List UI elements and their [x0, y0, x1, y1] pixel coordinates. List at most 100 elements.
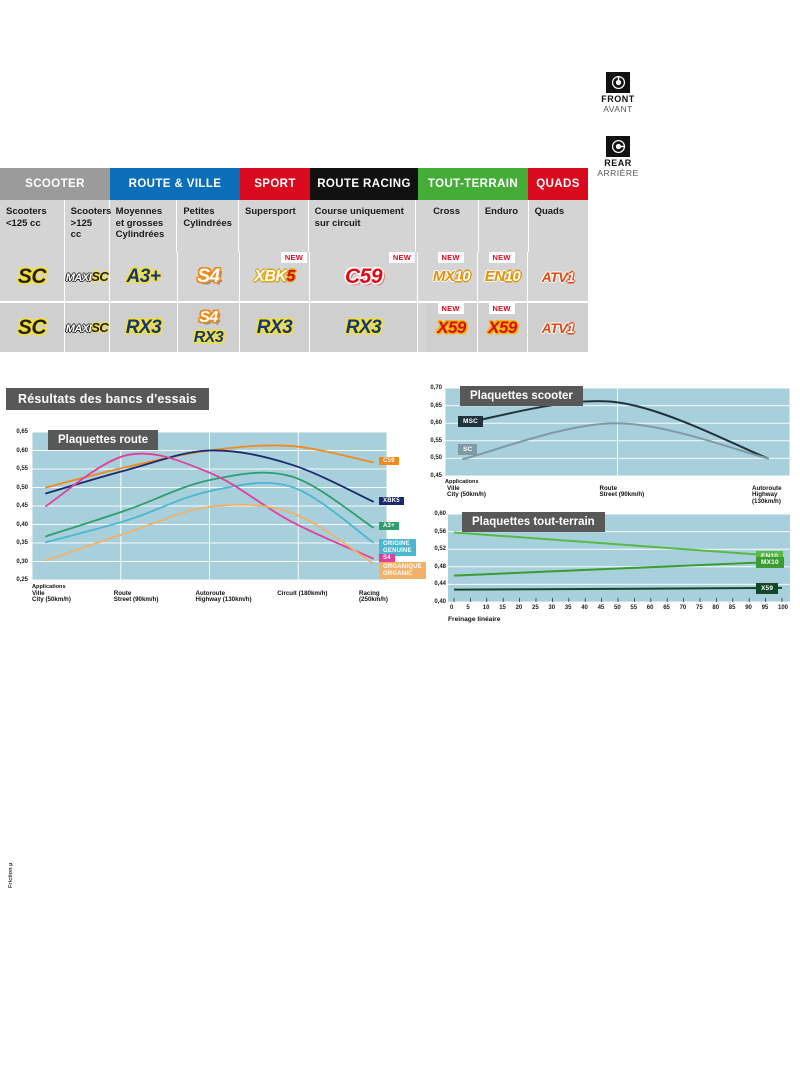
tt-xtick: 50 [614, 605, 621, 611]
tt-ytick: 0,52 [434, 546, 446, 553]
tt-xtick: 65 [663, 605, 670, 611]
route-xtick: Autoroute Highway (130km/h) [195, 590, 252, 604]
new-badge-mx10: NEW [437, 252, 464, 263]
subheader-gap [416, 200, 428, 252]
tt-xtick: 95 [761, 605, 769, 611]
row-separator [0, 301, 588, 303]
pad-cell-gap-front [418, 252, 426, 301]
scooter-legend-msc: MSC [458, 416, 484, 427]
tt-ytick: 0,60 [434, 511, 446, 517]
pad-cell-maxisc-rear[interactable]: MAXISC [65, 303, 110, 352]
tt-chart-title: Plaquettes tout-terrain [462, 512, 605, 532]
route-legend-xbk5: XBK5 [379, 496, 404, 505]
route-legend-c59: C59 [379, 457, 399, 466]
new-badge-xbk5: NEW [280, 252, 307, 263]
page-root: SCOOTER ROUTE & VILLE SPORT ROUTE RACING… [0, 71, 790, 888]
pad-cell-rx3-racing-rear[interactable]: RX3 [310, 303, 418, 352]
header-route-racing: ROUTE RACING [310, 168, 418, 200]
header-quads: QUADS [528, 168, 588, 200]
pad-cell-s4-front[interactable]: S4 [178, 252, 240, 301]
pad-cell-x59-cross-rear[interactable]: NEW X59 [426, 303, 478, 352]
tt-xtick: 90 [745, 605, 752, 611]
pad-cell-maxisc-front[interactable]: MAXISC [65, 252, 110, 301]
subheader-scooters-lt125: Scooters <125 cc [0, 200, 65, 252]
badge-xbk5: XBK5 [254, 267, 295, 285]
pad-cell-xbk5-front[interactable]: NEW XBK5 [240, 252, 310, 301]
axle-rear: REAR ARRIÈRE [588, 132, 648, 181]
subheader-course-circuit: Course uniquement sur circuit [309, 200, 417, 252]
route-xtick: Ville City (50km/h) [32, 590, 71, 604]
pad-cell-s4-rx3-rear[interactable]: S4 RX3 [178, 303, 240, 352]
subheader-scooters-gt125: Scooters >125 cc [65, 200, 111, 252]
tt-xtick: 40 [581, 605, 588, 611]
new-badge-x59-enduro: NEW [488, 303, 515, 314]
pad-cell-c59-front[interactable]: NEW C59 [310, 252, 418, 301]
tt-xtick: 45 [597, 605, 605, 611]
tt-ytick: 0,56 [434, 528, 446, 535]
pad-cell-rx3-rear[interactable]: RX3 [110, 303, 178, 352]
scooter-plot-area [445, 388, 790, 476]
badge-s4: S4 [199, 308, 218, 326]
scooter-chart-title: Plaquettes scooter [460, 386, 583, 406]
route-ytick: 0,45 [16, 503, 28, 509]
tt-ytick: 0,40 [434, 599, 446, 605]
results-banner-wrap: Résultats des bancs d'essais [6, 388, 209, 410]
badge-rx3: RX3 [345, 316, 382, 338]
pad-cell-x59-enduro-rear[interactable]: NEW X59 [478, 303, 528, 352]
pad-cell-mx10-front[interactable]: NEW MX10 [426, 252, 478, 301]
badge-rx3: RX3 [193, 328, 224, 346]
pad-cell-gap-rear [418, 303, 426, 352]
badge-rx3: RX3 [256, 316, 293, 338]
route-xtick: Racing (250km/h) [359, 590, 388, 604]
header-spacer [588, 168, 648, 200]
badge-a3plus: A3+ [126, 265, 161, 287]
scooter-xtick: Route Street (90km/h) [599, 485, 645, 499]
pad-cell-atv1-rear[interactable]: ATV1 [528, 303, 588, 352]
route-ytick: 0,60 [16, 447, 28, 454]
subheader-moyennes-grosses: Moyennes et grosses Cylindrées [110, 200, 178, 252]
scooter-legend-sc: SC [458, 444, 478, 455]
tt-legend-mx10: MX10 [756, 556, 784, 568]
tt-xtick: 80 [712, 605, 720, 611]
pad-cell-atv1-front[interactable]: ATV1 [528, 252, 588, 301]
badge-en10: EN10 [484, 268, 521, 285]
tt-xtick: 25 [532, 605, 539, 611]
badge-stack-s4-rx3: S4 RX3 [194, 308, 224, 348]
badge-x59: X59 [488, 317, 517, 337]
front-pads-row: SC MAXISC A3+ S4 NEW XBK5 NEW C59 NEW [0, 252, 648, 301]
pad-cell-sc-front[interactable]: SC [0, 252, 65, 301]
tt-xtick: 15 [499, 605, 506, 611]
route-ytick: 0,40 [16, 521, 28, 528]
badge-c59: C59 [344, 264, 383, 288]
pad-cell-sc-rear[interactable]: SC [0, 303, 65, 352]
axle-front-label-en: FRONT [601, 93, 635, 104]
route-ytick: 0,65 [16, 429, 28, 435]
scooter-applications-label: Applications [445, 479, 479, 485]
results-banner: Résultats des bancs d'essais [6, 388, 209, 410]
tt-xtick: 70 [679, 605, 687, 611]
tt-xtick: 35 [564, 605, 572, 611]
rear-disc-icon [606, 135, 630, 157]
badge-sc: SC [17, 315, 47, 339]
scooter-ytick: 0,50 [430, 455, 442, 462]
route-plot-area [32, 432, 387, 580]
axle-rear-label-fr: ARRIÈRE [597, 167, 639, 178]
axle-column: FRONT AVANT REAR ARRIÈRE [588, 71, 648, 181]
chart-plaquettes-route: Friction µ 0,65 0,60 0,55 0,50 0,45 0,40 0,35 0… [0, 418, 426, 888]
route-ytick: 0,25 [16, 577, 28, 583]
route-legend-a3-: A3+ [379, 522, 399, 531]
pad-cell-en10-front[interactable]: NEW EN10 [478, 252, 528, 301]
badge-atv1: ATV1 [541, 319, 575, 336]
tt-xtick: 10 [482, 605, 490, 611]
axle-front: FRONT AVANT [588, 68, 648, 117]
header-tout-terrain: TOUT-TERRAIN [418, 168, 528, 200]
pad-cell-a3plus-front[interactable]: A3+ [110, 252, 178, 301]
route-xtick: Circuit (180km/h) [277, 590, 328, 597]
pad-cell-rx3-sport-rear[interactable]: RX3 [240, 303, 310, 352]
front-disc-icon [606, 71, 630, 93]
tt-xtick: 60 [646, 605, 654, 611]
tt-freinage-label: Freinage linéaire [448, 616, 501, 623]
subheader-pad [588, 200, 648, 252]
new-badge-en10: NEW [488, 252, 515, 263]
route-legend-organique-organic: ORGANIQUE ORGANIC [379, 562, 426, 580]
